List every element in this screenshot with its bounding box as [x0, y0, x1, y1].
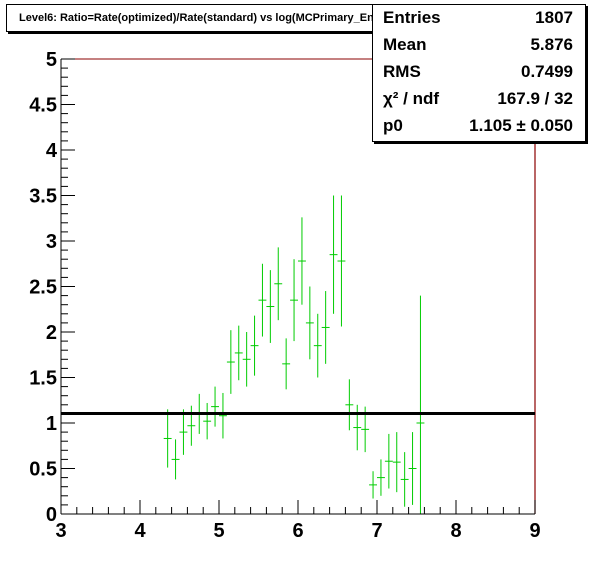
- data-point: [408, 432, 417, 505]
- data-point: [258, 263, 267, 337]
- data-point: [298, 217, 306, 305]
- y-tick-label: 0.5: [29, 459, 57, 481]
- stats-box: Entries 1807 Mean 5.876 RMS 0.7499 χ² / …: [372, 4, 586, 142]
- data-point: [377, 459, 385, 496]
- p0-label: p0: [383, 116, 403, 135]
- stats-row-chi2: χ² / ndf 167.9 / 32: [373, 86, 585, 113]
- data-point: [313, 313, 322, 378]
- x-tick-label: 5: [213, 520, 224, 542]
- data-point: [242, 332, 251, 387]
- entries-value: 1807: [535, 8, 573, 27]
- chi2-value: 167.9 / 32: [497, 89, 573, 108]
- y-tick-label: 3: [46, 231, 57, 253]
- data-point: [171, 439, 180, 480]
- y-tick-label: 2: [46, 322, 57, 344]
- data-point: [282, 338, 291, 390]
- data-point: [392, 432, 401, 493]
- y-tick-label: 5: [46, 49, 57, 71]
- data-point: [345, 379, 354, 431]
- y-tick-label: 4: [46, 140, 58, 162]
- data-point: [353, 404, 362, 451]
- x-tick-label: 9: [529, 520, 540, 542]
- data-point: [384, 433, 393, 489]
- x-tick-label: 6: [292, 520, 303, 542]
- data-point: [179, 409, 188, 455]
- data-point: [266, 270, 275, 343]
- data-points: [163, 195, 425, 514]
- data-point: [226, 330, 235, 394]
- stats-row-mean: Mean 5.876: [373, 32, 585, 59]
- x-tick-label: 8: [450, 520, 461, 542]
- y-tick-label: 3.5: [29, 186, 57, 208]
- data-point: [305, 286, 314, 360]
- chi2-label: χ² / ndf: [383, 89, 440, 108]
- data-point: [234, 325, 243, 381]
- data-point: [203, 402, 212, 440]
- data-point: [219, 392, 227, 439]
- mean-value: 5.876: [530, 35, 573, 54]
- stats-row-entries: Entries 1807: [373, 5, 585, 32]
- entries-label: Entries: [383, 8, 441, 27]
- data-point: [250, 315, 259, 376]
- data-point: [290, 259, 298, 342]
- y-tick-label: 1: [46, 413, 57, 435]
- x-tick-label: 7: [371, 520, 382, 542]
- data-point: [337, 195, 346, 327]
- y-tick-label: 0: [46, 504, 57, 526]
- y-tick-label: 4.5: [29, 95, 57, 117]
- data-point: [321, 291, 330, 364]
- data-point: [274, 247, 283, 321]
- data-point: [163, 409, 172, 468]
- data-point: [416, 295, 425, 514]
- data-point: [400, 452, 409, 507]
- rms-label: RMS: [383, 62, 421, 81]
- stats-row-p0: p0 1.105 ± 0.050: [373, 113, 585, 140]
- data-point: [211, 386, 219, 427]
- x-tick-label: 3: [55, 520, 66, 542]
- data-point: [369, 471, 377, 499]
- x-tick-label: 4: [134, 520, 146, 542]
- axes: 0 0.5 1 1.5 2 2.5 3 3.5 4 4.5 5 3 4 5 6 7 8 9: [29, 49, 540, 542]
- p0-value: 1.105 ± 0.050: [469, 116, 573, 135]
- y-tick-label: 2.5: [29, 277, 57, 299]
- y-tick-label: 1.5: [29, 368, 57, 390]
- data-point: [329, 195, 338, 314]
- rms-value: 0.7499: [521, 62, 573, 81]
- stats-row-rms: RMS 0.7499: [373, 59, 585, 86]
- data-point: [187, 405, 196, 446]
- chart-title: Level6: Ratio=Rate(optimized)/Rate(stand…: [6, 4, 410, 32]
- mean-label: Mean: [383, 35, 427, 54]
